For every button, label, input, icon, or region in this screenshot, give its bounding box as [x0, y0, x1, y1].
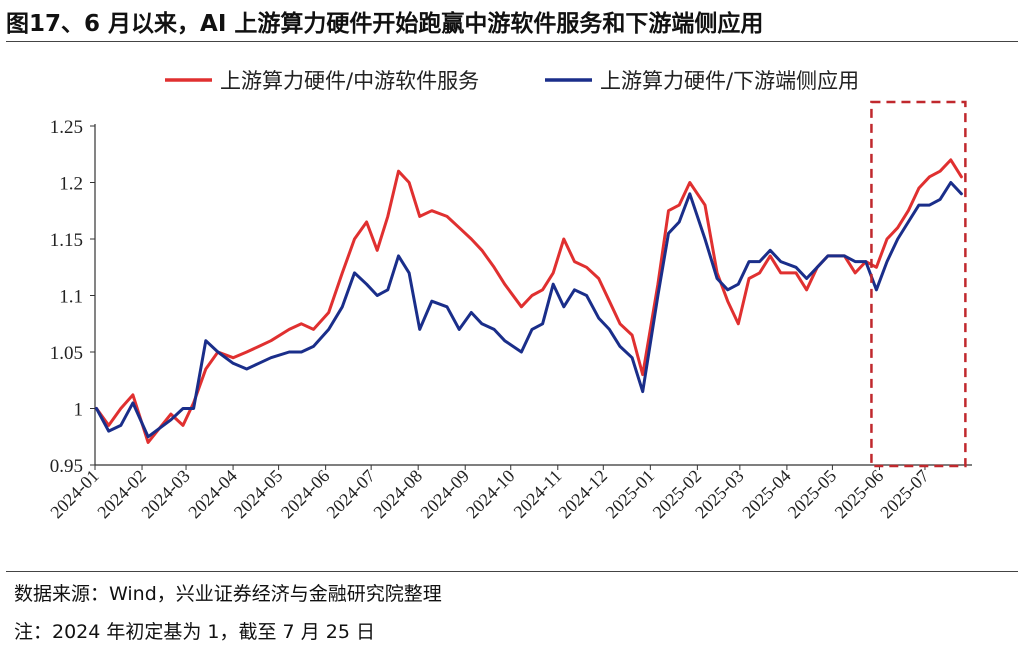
- source-note: 数据来源：Wind，兴业证券经济与金融研究院整理: [14, 583, 442, 605]
- legend-label-series-2: 上游算力硬件/下游端侧应用: [600, 69, 859, 93]
- series-lines: [95, 158, 963, 444]
- x-tick-label: 2024-10: [462, 466, 519, 523]
- x-tick-label: 2024-06: [277, 466, 334, 523]
- highlight-box: [870, 100, 967, 468]
- x-tick-label: 2024-09: [416, 466, 473, 523]
- y-tick-label: 1.15: [50, 230, 83, 251]
- y-tick-label: 1.05: [50, 343, 83, 364]
- x-tick-label: 2024-11: [510, 466, 566, 522]
- x-tick-label: 2024-08: [369, 466, 426, 523]
- x-tick-label: 2024-05: [230, 466, 287, 523]
- x-tick-label: 2025-04: [738, 466, 795, 523]
- title-divider: [6, 41, 1018, 42]
- y-tick-label: 1: [74, 400, 84, 421]
- footer-divider: [6, 571, 1018, 572]
- x-tick-label: 2024-03: [137, 466, 194, 523]
- y-tick-label: 0.95: [50, 456, 83, 477]
- footnote: 注：2024 年初定基为 1，截至 7 月 25 日: [14, 621, 375, 643]
- x-tick-label: 2025-07: [876, 466, 933, 523]
- x-tick-label: 2024-12: [555, 466, 612, 523]
- highlight-box-layer: [870, 100, 967, 468]
- figure-title: 图17、6 月以来，AI 上游算力硬件开始跑赢中游软件服务和下游端侧应用: [6, 11, 764, 37]
- y-tick-label: 1.2: [59, 174, 83, 195]
- y-axis-ticks: 0.95 1 1.05 1.1 1.15 1.2 1.25: [50, 117, 95, 477]
- y-tick-label: 1.1: [59, 287, 83, 308]
- x-tick-label: 2025-06: [831, 466, 888, 523]
- y-tick-label: 1.25: [50, 117, 83, 138]
- series-line-1: [95, 158, 963, 444]
- x-tick-label: 2025-03: [691, 466, 748, 523]
- legend: 上游算力硬件/中游软件服务 上游算力硬件/下游端侧应用: [165, 69, 859, 93]
- x-tick-label: 2025-05: [784, 466, 841, 523]
- x-tick-label: 2024-04: [184, 466, 241, 523]
- line-chart: 上游算力硬件/中游软件服务 上游算力硬件/下游端侧应用 0.95 1 1.05 1.1…: [46, 69, 972, 522]
- series-line-2: [95, 181, 963, 439]
- x-axis-ticks: 2024-012024-022024-032024-042024-052024-…: [46, 465, 933, 522]
- x-tick-label: 2024-02: [93, 466, 150, 523]
- legend-label-series-1: 上游算力硬件/中游软件服务: [220, 69, 479, 93]
- x-tick-label: 2025-01: [602, 466, 659, 523]
- x-tick-label: 2024-07: [322, 466, 379, 523]
